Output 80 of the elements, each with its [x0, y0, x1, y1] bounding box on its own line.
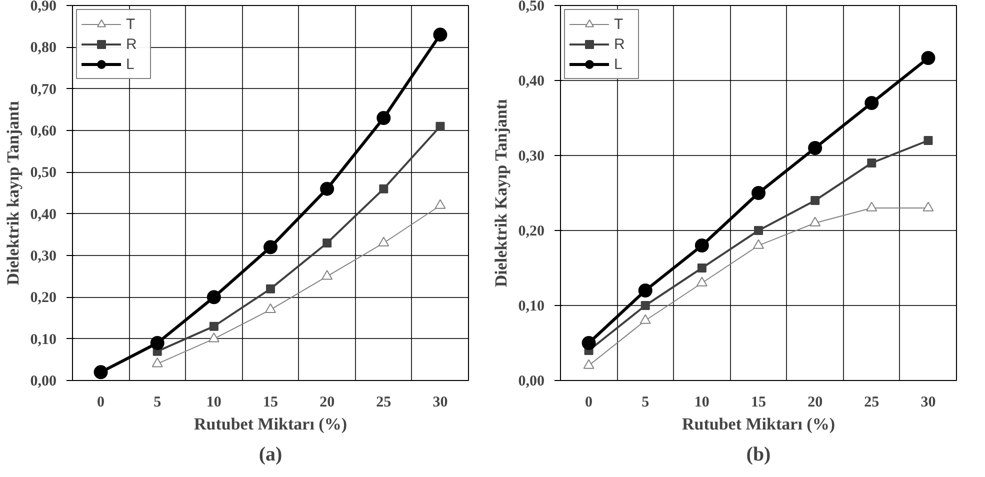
y-tick-label: 0,90	[30, 0, 56, 14]
x-tick-label: 10	[694, 394, 710, 410]
point	[867, 158, 876, 168]
legend-label: L	[126, 56, 136, 72]
point	[266, 284, 275, 294]
point	[640, 301, 650, 310]
point	[752, 186, 766, 200]
point	[924, 136, 933, 145]
point	[921, 51, 936, 65]
legend-label: L	[614, 56, 624, 72]
point	[206, 290, 221, 304]
point	[436, 122, 445, 131]
point	[694, 238, 709, 252]
y-tick-label: 0,20	[518, 224, 544, 240]
x-axis-title: Rutubet Miktarı (%)	[194, 414, 347, 434]
point	[810, 196, 820, 205]
point	[697, 264, 706, 272]
point	[696, 276, 708, 286]
legend-label: R	[126, 36, 138, 52]
y-tick-label: 0,10	[518, 298, 544, 314]
y-tick-label: 0,40	[518, 74, 544, 90]
point	[583, 359, 594, 369]
point	[94, 365, 108, 380]
x-tick-label: 0	[585, 394, 593, 410]
point	[753, 239, 764, 249]
point	[922, 202, 934, 212]
point	[640, 314, 651, 324]
point	[378, 236, 390, 246]
point	[754, 226, 763, 235]
point	[434, 199, 446, 209]
y-tick-label: 0,60	[30, 124, 56, 140]
y-tick-label: 0,00	[518, 374, 544, 390]
point	[152, 358, 163, 368]
legend-label: T	[126, 16, 136, 32]
point	[264, 240, 278, 254]
point	[322, 270, 333, 280]
point	[864, 96, 879, 110]
point	[379, 184, 388, 194]
y-tick-label: 0,40	[30, 206, 56, 223]
x-axis-title: Rutubet Miktarı (%)	[682, 414, 835, 434]
y-axis-title: Dielektrik kayıp Tanjantı	[3, 100, 22, 286]
point	[322, 238, 332, 248]
point	[638, 284, 652, 298]
point	[265, 303, 276, 314]
x-tick-label: 0	[97, 394, 105, 410]
x-tick-label: 25	[376, 394, 392, 410]
y-tick-label: 0,50	[30, 165, 56, 182]
x-tick-label: 30	[432, 394, 448, 410]
point	[866, 202, 878, 212]
y-tick-label: 0,50	[518, 0, 544, 14]
text: (b)	[746, 444, 771, 466]
point	[150, 336, 164, 350]
point	[209, 322, 218, 331]
point	[320, 182, 334, 196]
x-tick-label: 25	[864, 394, 880, 410]
y-tick-label: 0,00	[30, 374, 56, 390]
x-tick-label: 15	[751, 394, 766, 410]
x-tick-label: 5	[154, 394, 162, 410]
point	[208, 332, 220, 342]
y-tick-label: 0,10	[30, 332, 56, 348]
y-tick-label: 0,30	[518, 148, 544, 164]
y-tick-label: 0,80	[30, 40, 56, 56]
point	[376, 111, 391, 125]
legend-label: T	[614, 16, 624, 32]
legend-label: R	[614, 36, 626, 52]
text: (a)	[258, 444, 282, 466]
x-tick-label: 15	[263, 394, 278, 410]
x-tick-label: 30	[920, 394, 936, 410]
x-tick-label: 10	[206, 394, 222, 410]
y-tick-label: 0,30	[30, 248, 56, 264]
x-tick-label: 5	[642, 394, 650, 410]
point	[433, 28, 448, 42]
y-tick-label: 0,20	[30, 290, 56, 306]
point	[808, 141, 822, 155]
point	[810, 216, 821, 226]
y-tick-label: 0,70	[30, 82, 56, 98]
point	[582, 336, 596, 350]
x-tick-label: 20	[320, 394, 335, 410]
x-tick-label: 20	[808, 394, 823, 410]
y-axis-title: Dielektrik Kayıp Tanjantı	[491, 98, 510, 288]
